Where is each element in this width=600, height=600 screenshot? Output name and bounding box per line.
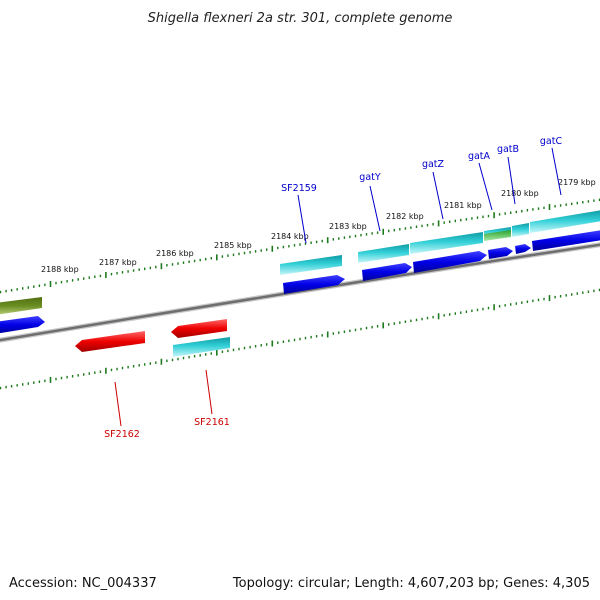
tick-label-2184: 2184 kbp — [271, 232, 309, 241]
leader-gatc — [551, 147, 562, 196]
gene-label-gatz[interactable]: gatZ — [422, 159, 445, 170]
tick-label-2185: 2185 kbp — [214, 241, 252, 250]
cds-arrow-gata[interactable] — [488, 247, 513, 259]
gene-label-gatb[interactable]: gatB — [497, 144, 519, 155]
tick-label-2182: 2182 kbp — [386, 212, 424, 221]
label-leaders — [114, 147, 562, 427]
cds-arrow-left[interactable] — [0, 316, 45, 334]
leader-sf2159 — [297, 194, 307, 244]
rna-block-gata[interactable] — [484, 230, 511, 241]
cds-arrow-sf2159[interactable] — [283, 275, 345, 294]
leader-gata — [478, 162, 493, 211]
gene-label-gatc[interactable]: gatC — [540, 136, 563, 147]
tick-label-2179: 2179 kbp — [558, 178, 596, 187]
tick-label-2180: 2180 kbp — [501, 189, 539, 198]
gene-block-gatc[interactable] — [530, 210, 600, 233]
gene-block-sf2161[interactable] — [173, 337, 230, 357]
accession-text: Accession: NC_004337 — [9, 576, 157, 591]
cds-arrow-gatc[interactable] — [532, 230, 600, 251]
gene-block-gaty[interactable] — [358, 244, 409, 263]
leader-sf2161 — [205, 369, 213, 415]
leader-gaty — [369, 185, 381, 232]
genome-backbone-shadow — [0, 243, 600, 342]
cds-arrow-gatb[interactable] — [515, 244, 531, 254]
tick-label-2188: 2188 kbp — [41, 265, 79, 274]
cds-arrow-sf2161[interactable] — [171, 319, 227, 338]
gene-label-gata[interactable]: gatA — [468, 151, 491, 162]
tick-label-2186: 2186 kbp — [156, 249, 194, 258]
gene-label-sf2159[interactable]: SF2159 — [281, 183, 317, 194]
gene-block-sf2159[interactable] — [280, 255, 342, 275]
leader-gatb — [507, 156, 516, 205]
topology-text: Topology: circular; Length: 4,607,203 bp… — [232, 576, 590, 591]
gene-label-sf2161[interactable]: SF2161 — [194, 417, 230, 428]
leader-gatz — [432, 171, 444, 220]
lower-tick-scale — [0, 288, 600, 390]
pseudogene-block-left[interactable] — [0, 297, 42, 315]
tick-label-2181: 2181 kbp — [444, 201, 482, 210]
map-title: Shigella flexneri 2a str. 301, complete … — [148, 11, 453, 26]
gene-label-gaty[interactable]: gatY — [359, 172, 381, 183]
tick-label-2183: 2183 kbp — [329, 222, 367, 231]
cds-arrow-gaty[interactable] — [362, 263, 412, 281]
upper-tick-scale — [0, 198, 600, 294]
tick-label-2187: 2187 kbp — [99, 258, 137, 267]
gene-label-sf2162[interactable]: SF2162 — [104, 429, 140, 440]
gene-block-gatb[interactable] — [512, 223, 529, 237]
gene-block-gatz[interactable] — [410, 232, 483, 254]
cds-arrow-sf2162[interactable] — [75, 331, 145, 352]
leader-sf2162 — [114, 381, 122, 427]
cds-arrow-gatz[interactable] — [413, 251, 487, 273]
